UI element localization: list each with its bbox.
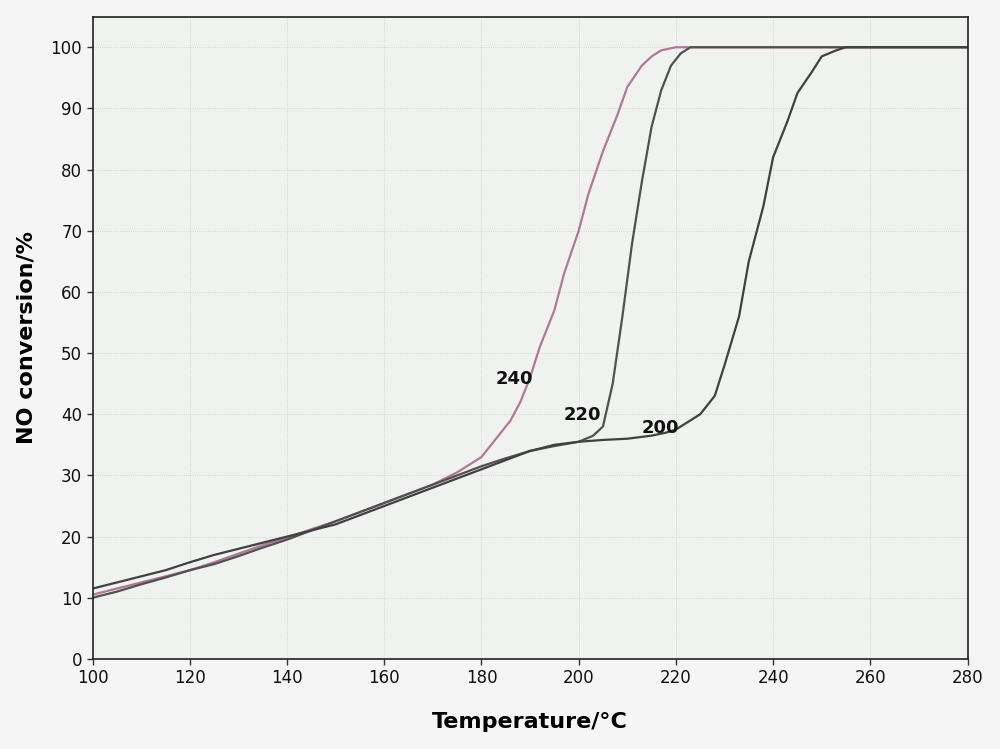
X-axis label: Temperature/°C: Temperature/°C (432, 712, 628, 733)
Text: 200: 200 (642, 419, 679, 437)
Y-axis label: NO conversion/%: NO conversion/% (17, 231, 37, 444)
Text: 240: 240 (496, 370, 534, 388)
Text: 220: 220 (564, 407, 602, 425)
